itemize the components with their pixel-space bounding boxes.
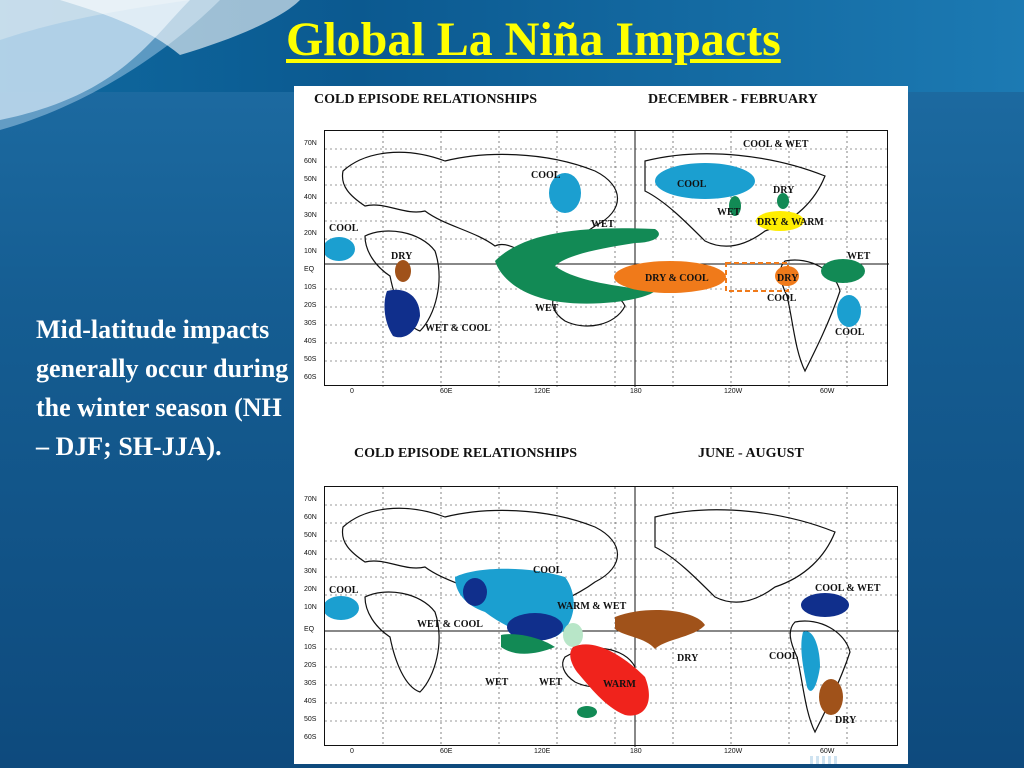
djf-lon-60e: 60E xyxy=(440,388,453,395)
jja-lat-10n: 10N xyxy=(304,604,317,611)
figure-panel: COLD EPISODE RELATIONSHIPS DECEMBER - FE… xyxy=(294,86,908,764)
jja-label-cool-w-africa: COOL xyxy=(329,585,359,596)
slide-title: Global La Niña Impacts xyxy=(286,13,781,66)
footer-decoration xyxy=(810,756,840,764)
djf-label-dry-cool-pacific: DRY & COOL xyxy=(645,273,709,284)
jja-lon-60e: 60E xyxy=(440,748,453,755)
jja-lat-50s: 50S xyxy=(304,716,317,723)
jja-label-cool-sa: COOL xyxy=(769,651,799,662)
djf-lat-20s: 20S xyxy=(304,302,317,309)
djf-lat-50n: 50N xyxy=(304,176,317,183)
djf-lon-120w: 120W xyxy=(724,388,743,395)
jja-lat-30s: 30S xyxy=(304,680,317,687)
djf-lat-60n: 60N xyxy=(304,158,317,165)
djf-lat-30n: 30N xyxy=(304,212,317,219)
jja-label-cool-wet-caribbean: COOL & WET xyxy=(815,583,881,594)
djf-lon-180: 180 xyxy=(630,388,642,395)
jja-lat-20n: 20N xyxy=(304,586,317,593)
djf-label-wet-s: WET xyxy=(535,303,559,314)
djf-lat-10s: 10S xyxy=(304,284,317,291)
djf-lat-eq: EQ xyxy=(304,266,315,273)
djf-label-dry-e-africa: DRY xyxy=(391,251,413,262)
jja-lon-60w: 60W xyxy=(820,748,835,755)
jja-lon-180: 180 xyxy=(630,748,642,755)
djf-lat-10n: 10N xyxy=(304,248,317,255)
body-text: Mid-latitude impacts generally occur dur… xyxy=(36,315,289,461)
djf-label-cool-se-sa: COOL xyxy=(835,327,865,338)
jja-lon-0: 0 xyxy=(350,748,354,755)
djf-label-cool-alaska: COOL xyxy=(677,179,707,190)
jja-lon-120w: 120W xyxy=(724,748,743,755)
jja-label-wet-cool: WET & COOL xyxy=(417,619,483,630)
jja-label-wet-1: WET xyxy=(485,677,509,688)
jja-label-warm-wet: WARM & WET xyxy=(557,601,627,612)
jja-lat-60s: 60S xyxy=(304,734,317,741)
jja-label-wet-2: WET xyxy=(539,677,563,688)
djf-caption-left: COLD EPISODE RELATIONSHIPS xyxy=(314,92,538,107)
djf-lat-40s: 40S xyxy=(304,338,317,345)
djf-map-graphic: COOL DRY WET & COOL COOL WET WET COOL WE… xyxy=(325,131,889,387)
djf-caption-right: DECEMBER - FEBRUARY xyxy=(648,92,818,107)
djf-map: COOL DRY WET & COOL COOL WET WET COOL WE… xyxy=(324,130,889,387)
djf-lat-40n: 40N xyxy=(304,194,317,201)
djf-label-wet-nw-us: WET xyxy=(717,207,741,218)
jja-lat-60n: 60N xyxy=(304,514,317,521)
jja-lat-40s: 40S xyxy=(304,698,317,705)
djf-lon-120e: 120E xyxy=(534,388,551,395)
jja-map-graphic: COOL COOL WARM & WET WET & COOL DRY WET … xyxy=(325,487,899,747)
djf-label-wet-cool-s-africa: WET & COOL xyxy=(425,323,491,334)
jja-lat-eq: EQ xyxy=(304,626,315,633)
jja-lat-50n: 50N xyxy=(304,532,317,539)
jja-lat-20s: 20S xyxy=(304,662,317,669)
jja-caption-left: COLD EPISODE RELATIONSHIPS xyxy=(354,446,578,461)
jja-caption-right: JUNE - AUGUST xyxy=(698,446,804,461)
jja-label-cool-e-asia: COOL xyxy=(533,565,563,576)
djf-label-wet-n: WET xyxy=(591,219,615,230)
jja-label-dry-sa: DRY xyxy=(835,715,857,726)
djf-label-cool-japan: COOL xyxy=(531,170,561,181)
djf-lat-50s: 50S xyxy=(304,356,317,363)
djf-lon-60w: 60W xyxy=(820,388,835,395)
djf-lat-60s: 60S xyxy=(304,374,317,381)
djf-label-cool-e-pacific: COOL xyxy=(767,293,797,304)
decorative-wave xyxy=(0,0,300,130)
jja-map: COOL COOL WARM & WET WET & COOL DRY WET … xyxy=(324,486,899,747)
jja-lon-120e: 120E xyxy=(534,748,551,755)
jja-label-dry-pacific: DRY xyxy=(677,653,699,664)
jja-lat-40n: 40N xyxy=(304,550,317,557)
jja-label-warm-aus: WARM xyxy=(603,679,636,690)
jja-lat-70n: 70N xyxy=(304,496,317,503)
djf-label-cool-w-africa: COOL xyxy=(329,223,359,234)
djf-label-dry-se: DRY xyxy=(773,185,795,196)
djf-label-dry-e-pacific: DRY xyxy=(777,273,799,284)
djf-lat-30s: 30S xyxy=(304,320,317,327)
jja-lat-30n: 30N xyxy=(304,568,317,575)
djf-lat-20n: 20N xyxy=(304,230,317,237)
djf-label-wet-n-sa: WET xyxy=(847,251,871,262)
jja-lat-10s: 10S xyxy=(304,644,317,651)
djf-label-cool-wet-ne: COOL & WET xyxy=(743,139,809,150)
djf-lon-0: 0 xyxy=(350,388,354,395)
djf-label-dry-warm: DRY & WARM xyxy=(757,217,824,228)
djf-lat-70n: 70N xyxy=(304,140,317,147)
